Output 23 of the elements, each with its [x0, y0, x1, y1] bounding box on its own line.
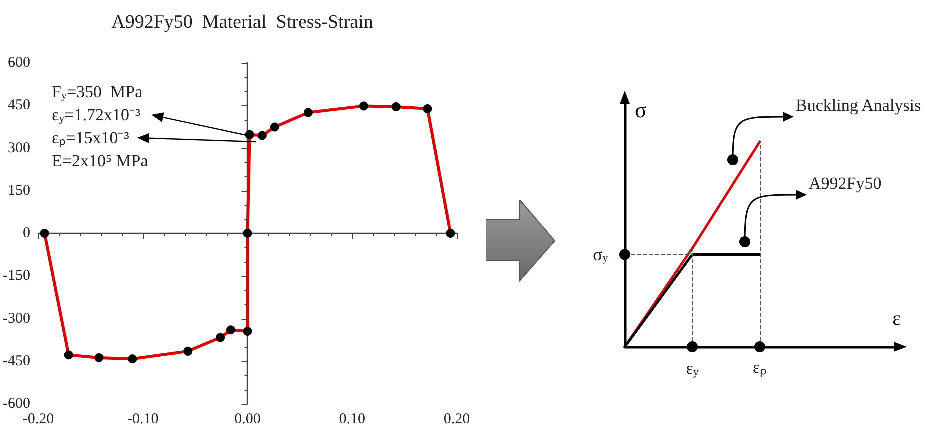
y-tick-label: 300: [8, 140, 30, 156]
chart-title: A992Fy50 Material Stress-Strain: [112, 12, 374, 33]
x-tick-label: 0.10: [339, 412, 366, 427]
y-tick-label: -150: [2, 268, 30, 284]
y-tick-label: -300: [2, 310, 30, 327]
y-tick-label: -450: [2, 353, 30, 370]
x-tick-label: -0.20: [22, 412, 54, 427]
text: Buckling Analysis: [796, 96, 922, 115]
y-tick-label: 450: [8, 98, 30, 114]
y-tick-label: 600: [8, 55, 30, 71]
x-tick-label: 0.00: [234, 412, 261, 427]
y-tick-label: 0: [22, 226, 30, 242]
y-axis-title: σ: [635, 98, 647, 122]
annotation: E=2x10⁵ MPa: [52, 152, 149, 170]
annotation: εₚ=15x10⁻³: [52, 128, 130, 148]
ref-line-label: σy: [593, 244, 609, 265]
x-axis-title: ε: [892, 308, 901, 330]
y-tick-label: -600: [2, 396, 30, 412]
x-tick-label: 0.20: [444, 412, 470, 427]
annotation: A992Fy50: [809, 174, 882, 193]
y-tick-label: 150: [8, 182, 30, 199]
x-tick-label: -0.10: [127, 412, 159, 427]
x-tick-label: εₚ: [752, 358, 768, 378]
